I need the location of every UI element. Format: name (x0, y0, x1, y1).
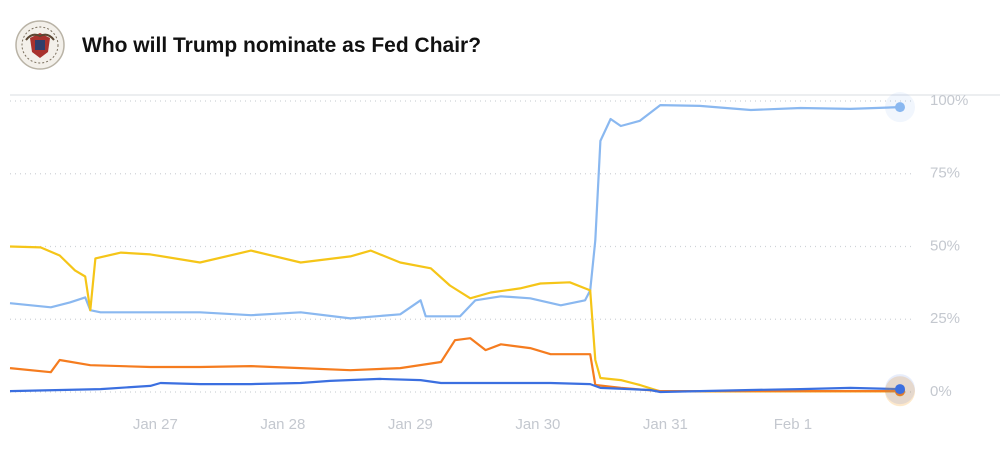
x-tick-label: Jan 30 (515, 416, 560, 433)
series-line (9, 245, 900, 393)
y-tick-label: 0% (930, 383, 952, 400)
x-tick-label: Jan 28 (260, 416, 305, 433)
x-tick-label: Jan 27 (133, 416, 178, 433)
x-tick-label: Feb 1 (774, 416, 812, 433)
fed-seal (15, 20, 65, 70)
series-line (9, 377, 901, 394)
end-point (895, 102, 905, 113)
x-tick-label: Jan 31 (643, 416, 688, 433)
series-line (9, 104, 901, 320)
y-tick-label: 25% (930, 310, 960, 327)
y-tick-label: 100% (930, 92, 968, 109)
y-tick-label: 50% (930, 237, 960, 254)
x-tick-label: Jan 29 (388, 416, 433, 433)
series-line (9, 337, 900, 393)
end-point (895, 384, 905, 395)
y-tick-label: 75% (930, 165, 960, 182)
chart-title: Who will Trump nominate as Fed Chair? (82, 34, 481, 57)
